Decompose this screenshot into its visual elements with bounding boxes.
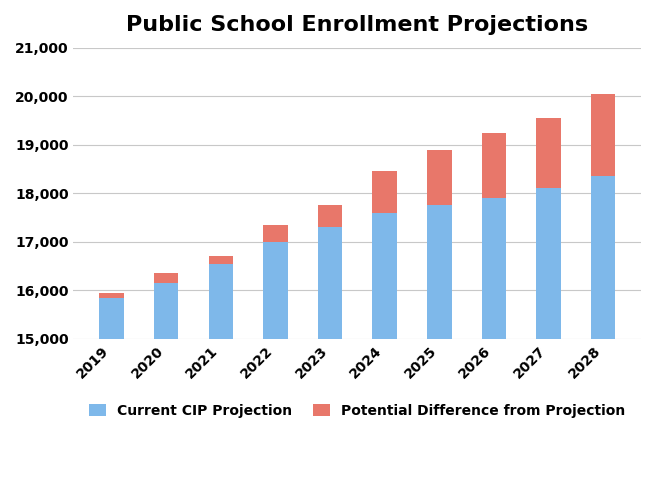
Bar (591, 94, 615, 176)
Bar (208, 256, 233, 264)
Bar (154, 273, 178, 283)
Bar (318, 206, 342, 227)
Bar (99, 293, 124, 298)
Bar (536, 118, 561, 188)
Bar (373, 213, 397, 339)
Bar (427, 150, 452, 206)
Title: Public School Enrollment Projections: Public School Enrollment Projections (126, 15, 588, 35)
Bar (154, 283, 178, 339)
Bar (318, 227, 342, 339)
Bar (263, 242, 287, 339)
Bar (536, 188, 561, 339)
Bar (99, 298, 124, 339)
Bar (373, 171, 397, 213)
Bar (263, 225, 287, 242)
Bar (482, 198, 506, 339)
Legend: Current CIP Projection, Potential Difference from Projection: Current CIP Projection, Potential Differ… (84, 398, 630, 423)
Bar (591, 176, 615, 339)
Bar (427, 206, 452, 339)
Bar (482, 132, 506, 198)
Bar (208, 264, 233, 339)
